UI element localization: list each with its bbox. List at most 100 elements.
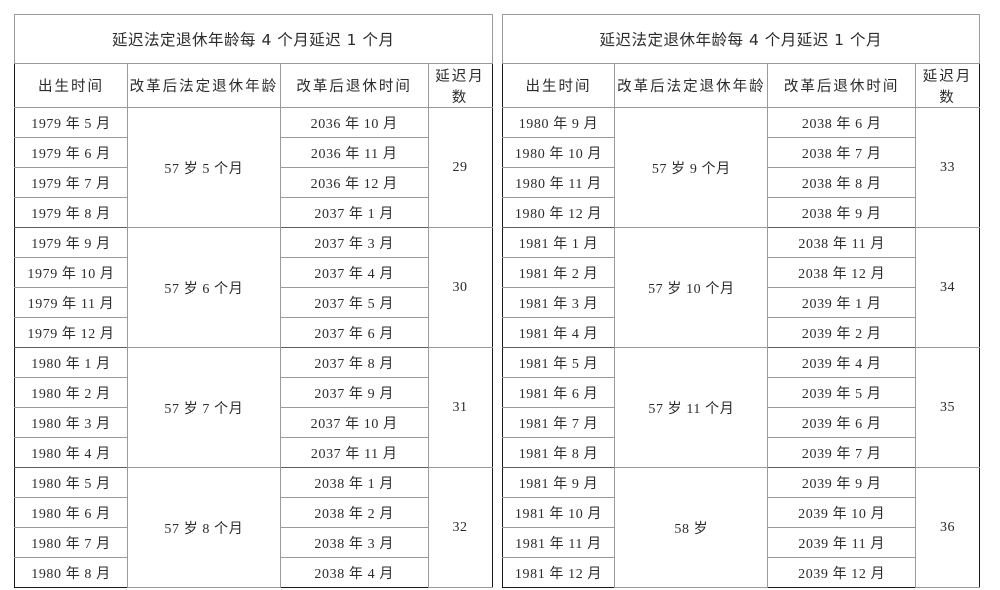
table-row: 1980 年 1 月 57 岁 7 个月 2037 年 8 月 31	[14, 347, 492, 468]
cell-retirement-date: 2039 年 9 月	[767, 467, 917, 498]
column-header-months: 延迟月数	[915, 63, 980, 108]
cell-retirement-age: 57 岁 7 个月	[126, 347, 281, 468]
cell-birth-date: 1980 年 9 月	[502, 107, 616, 138]
table-row: 1979 年 9 月 57 岁 6 个月 2037 年 3 月 30	[14, 227, 492, 348]
table-row: 1981 年 5 月 57 岁 11 个月 2039 年 4 月 35	[502, 347, 980, 468]
cell-birth-date: 1980 年 3 月	[14, 407, 128, 438]
table-header-row: 出生时间 改革后法定退休年龄 改革后退休时间 延迟月数	[502, 63, 980, 108]
cell-retirement-date: 2038 年 9 月	[767, 197, 917, 228]
table-row: 1981 年 3 月 2039 年 1 月	[502, 287, 980, 318]
cell-retirement-date: 2038 年 8 月	[767, 167, 917, 198]
cell-retirement-age: 57 岁 11 个月	[614, 347, 769, 468]
cell-retirement-age: 57 岁 5 个月	[126, 107, 281, 228]
cell-retirement-date: 2037 年 11 月	[279, 437, 429, 468]
table-row: 1979 年 10 月 2037 年 4 月	[14, 257, 493, 288]
cell-birth-date: 1979 年 7 月	[14, 167, 128, 198]
column-header-birth: 出生时间	[14, 63, 128, 108]
cell-retirement-date: 2039 年 6 月	[767, 407, 917, 438]
cell-retirement-date: 2037 年 3 月	[279, 227, 429, 258]
cell-retirement-date: 2038 年 12 月	[767, 257, 917, 288]
table-row: 1981 年 2 月 2038 年 12 月	[502, 257, 980, 288]
table-row: 1980 年 3 月 2037 年 10 月	[14, 407, 493, 438]
table-row: 1980 年 5 月 57 岁 8 个月 2038 年 1 月 32	[14, 467, 492, 588]
cell-retirement-age: 57 岁 8 个月	[126, 467, 281, 588]
cell-birth-date: 1981 年 5 月	[502, 347, 616, 378]
cell-birth-date: 1980 年 1 月	[14, 347, 128, 378]
column-header-months: 延迟月数	[427, 63, 492, 108]
cell-retirement-date: 2038 年 6 月	[767, 107, 917, 138]
cell-birth-date: 1981 年 6 月	[502, 377, 616, 408]
cell-retirement-date: 2036 年 11 月	[279, 137, 429, 168]
table-row: 1980 年 11 月 2038 年 8 月	[502, 167, 980, 198]
cell-birth-date: 1980 年 8 月	[14, 557, 128, 588]
table-row: 1981 年 8 月 2039 年 7 月	[502, 437, 980, 468]
cell-retirement-date: 2038 年 11 月	[767, 227, 917, 258]
cell-birth-date: 1980 年 12 月	[502, 197, 616, 228]
cell-delay-months: 29	[427, 107, 492, 228]
table-title: 延迟法定退休年龄每 4 个月延迟 1 个月	[14, 14, 493, 64]
table-title: 延迟法定退休年龄每 4 个月延迟 1 个月	[501, 14, 980, 64]
cell-retirement-date: 2038 年 2 月	[279, 497, 429, 528]
cell-birth-date: 1979 年 11 月	[14, 287, 128, 318]
table-row: 1980 年 2 月 2037 年 9 月	[14, 377, 493, 408]
cell-birth-date: 1981 年 1 月	[502, 227, 616, 258]
cell-birth-date: 1979 年 8 月	[14, 197, 128, 228]
cell-delay-months: 31	[427, 347, 492, 468]
table-row: 1981 年 4 月 2039 年 2 月	[502, 317, 980, 348]
cell-retirement-date: 2039 年 2 月	[767, 317, 917, 348]
column-header-date: 改革后退休时间	[767, 63, 917, 108]
cell-birth-date: 1979 年 5 月	[14, 107, 128, 138]
cell-birth-date: 1979 年 10 月	[14, 257, 128, 288]
table-row: 1980 年 9 月 57 岁 9 个月 2038 年 6 月 33	[502, 107, 980, 228]
cell-birth-date: 1980 年 5 月	[14, 467, 128, 498]
cell-delay-months: 35	[915, 347, 980, 468]
cell-retirement-date: 2037 年 1 月	[279, 197, 429, 228]
column-header-age: 改革后法定退休年龄	[126, 63, 281, 108]
cell-retirement-date: 2038 年 4 月	[279, 557, 429, 588]
cell-retirement-date: 2037 年 10 月	[279, 407, 429, 438]
cell-retirement-date: 2039 年 12 月	[767, 557, 917, 588]
retirement-schedule-table-right: 延迟法定退休年龄每 4 个月延迟 1 个月 出生时间 改革后法定退休年龄 改革后退休时…	[501, 14, 980, 588]
cell-birth-date: 1981 年 12 月	[502, 557, 616, 588]
cell-retirement-date: 2039 年 10 月	[767, 497, 917, 528]
cell-birth-date: 1980 年 11 月	[502, 167, 616, 198]
cell-retirement-date: 2036 年 10 月	[279, 107, 429, 138]
cell-retirement-date: 2039 年 7 月	[767, 437, 917, 468]
cell-birth-date: 1980 年 6 月	[14, 497, 128, 528]
cell-retirement-date: 2037 年 8 月	[279, 347, 429, 378]
table-header-row: 出生时间 改革后法定退休年龄 改革后退休时间 延迟月数	[14, 63, 492, 108]
table-row: 1979 年 12 月 2037 年 6 月	[14, 317, 493, 348]
cell-retirement-date: 2037 年 5 月	[279, 287, 429, 318]
cell-birth-date: 1981 年 11 月	[502, 527, 616, 558]
table-row: 1981 年 6 月 2039 年 5 月	[502, 377, 980, 408]
cell-retirement-date: 2037 年 4 月	[279, 257, 429, 288]
table-row: 1979 年 8 月 2037 年 1 月	[14, 197, 493, 228]
table-title-row: 延迟法定退休年龄每 4 个月延迟 1 个月	[501, 14, 980, 64]
cell-retirement-age: 57 岁 9 个月	[614, 107, 769, 228]
cell-birth-date: 1981 年 9 月	[502, 467, 616, 498]
table-row: 1980 年 4 月 2037 年 11 月	[14, 437, 493, 468]
table-row: 1979 年 6 月 2036 年 11 月	[14, 137, 493, 168]
cell-retirement-date: 2039 年 1 月	[767, 287, 917, 318]
cell-delay-months: 34	[915, 227, 980, 348]
cell-birth-date: 1981 年 2 月	[502, 257, 616, 288]
cell-retirement-date: 2038 年 1 月	[279, 467, 429, 498]
cell-birth-date: 1981 年 4 月	[502, 317, 616, 348]
cell-delay-months: 33	[915, 107, 980, 228]
cell-birth-date: 1981 年 3 月	[502, 287, 616, 318]
column-header-age: 改革后法定退休年龄	[614, 63, 769, 108]
cell-retirement-date: 2037 年 9 月	[279, 377, 429, 408]
table-row: 1981 年 11 月 2039 年 11 月	[502, 527, 980, 558]
table-row: 1981 年 1 月 57 岁 10 个月 2038 年 11 月 34	[502, 227, 980, 348]
cell-retirement-age: 58 岁	[614, 467, 769, 588]
cell-birth-date: 1981 年 7 月	[502, 407, 616, 438]
cell-retirement-date: 2039 年 5 月	[767, 377, 917, 408]
cell-birth-date: 1979 年 9 月	[14, 227, 128, 258]
cell-birth-date: 1981 年 8 月	[502, 437, 616, 468]
table-row: 1979 年 5 月 57 岁 5 个月 2036 年 10 月 29	[14, 107, 492, 228]
cell-delay-months: 32	[427, 467, 492, 588]
table-row: 1981 年 7 月 2039 年 6 月	[502, 407, 980, 438]
cell-birth-date: 1981 年 10 月	[502, 497, 616, 528]
cell-retirement-date: 2039 年 11 月	[767, 527, 917, 558]
